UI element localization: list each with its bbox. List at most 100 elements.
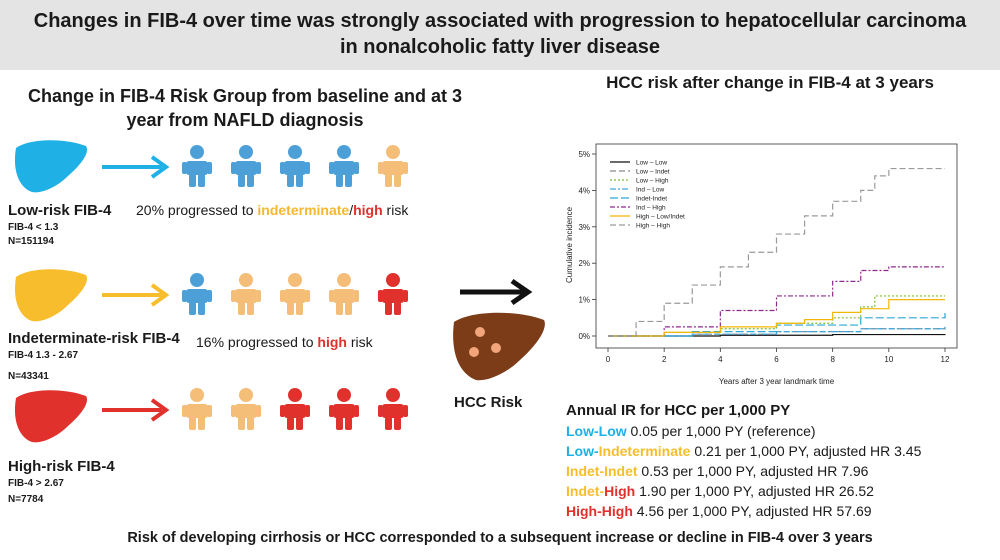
progress-low-high: high bbox=[353, 202, 383, 218]
group-n-low: N=151194 bbox=[8, 236, 54, 247]
km-chart-svg: 0% 1% 2% 3% 4% 5% 0 2 4 6 8 10 12 Years after 3 year … bbox=[565, 143, 958, 386]
y-tick-label: 5% bbox=[578, 150, 590, 159]
person-icon-blue bbox=[329, 144, 359, 188]
person-icon-yellow bbox=[378, 144, 408, 188]
progress-low-sep: / bbox=[349, 202, 354, 218]
series-line bbox=[608, 299, 945, 337]
header-title-line2: in nonalcoholic fatty liver disease bbox=[339, 36, 661, 58]
arrow-icon-indeterminate bbox=[102, 283, 170, 307]
x-tick-label: 0 bbox=[606, 355, 611, 364]
header-banner: Changes in FIB-4 over time was strongly … bbox=[0, 0, 1000, 70]
series-line bbox=[608, 167, 945, 337]
legend-label: Ind – Low bbox=[636, 187, 664, 194]
group-name-high: High-risk FIB-4 bbox=[8, 458, 115, 475]
ir-row: Low-Indeterminate 0.21 per 1,000 PY, adj… bbox=[566, 441, 996, 461]
ir-row-value: 0.53 per 1,000 PY, adjusted HR 7.96 bbox=[637, 463, 869, 479]
group-n-high: N=7784 bbox=[8, 494, 44, 505]
hcc-risk-label: HCC Risk bbox=[454, 394, 523, 411]
legend-label: Ind – High bbox=[636, 205, 666, 212]
legend-label: High – Low/Indet bbox=[636, 214, 685, 221]
hcc-liver-icon bbox=[453, 312, 545, 381]
legend-label: Low – Low bbox=[636, 160, 667, 167]
x-tick-label: 6 bbox=[774, 355, 779, 364]
y-tick-label: 0% bbox=[578, 332, 590, 341]
series-line bbox=[608, 333, 946, 337]
person-icon-red bbox=[378, 272, 408, 316]
ir-row-label: Low- bbox=[566, 443, 599, 459]
ir-row-value: 1.90 per 1,000 PY, adjusted HR 26.52 bbox=[635, 483, 874, 499]
legend-label: Low – Indet bbox=[636, 169, 670, 176]
ir-row-value: 4.56 per 1,000 PY, adjusted HR 57.69 bbox=[632, 503, 872, 519]
person-icon-yellow bbox=[231, 387, 261, 431]
ir-row: High-High 4.56 per 1,000 PY, adjusted HR… bbox=[566, 501, 996, 521]
progress-low-pre: 20% progressed to bbox=[136, 202, 258, 218]
person-icon-blue bbox=[182, 272, 212, 316]
group-range-high: FIB-4 > 2.67 bbox=[8, 478, 64, 489]
people-group-high bbox=[182, 387, 422, 431]
ir-row-label-2: Indeterminate bbox=[598, 443, 691, 459]
ir-row-value: 0.21 per 1,000 PY, adjusted HR 3.45 bbox=[690, 443, 922, 459]
legend-label: High – High bbox=[636, 223, 670, 230]
progress-ind-post: risk bbox=[346, 334, 373, 350]
person-icon-red bbox=[280, 387, 310, 431]
people-group-low bbox=[182, 144, 422, 188]
y-tick-label: 2% bbox=[578, 259, 590, 268]
group-range-low: FIB-4 < 1.3 bbox=[8, 222, 59, 233]
ir-row-label: Low-Low bbox=[566, 423, 627, 439]
y-tick-label: 1% bbox=[578, 296, 590, 305]
person-icon-yellow bbox=[280, 272, 310, 316]
ir-row-label: Indet-Indet bbox=[566, 463, 638, 479]
hcc-arrow-icon bbox=[460, 278, 533, 306]
x-tick-label: 12 bbox=[941, 355, 950, 364]
left-panel-title: Change in FIB-4 Risk Group from baseline… bbox=[0, 84, 490, 132]
chart-panel-title: HCC risk after change in FIB-4 at 3 year… bbox=[606, 73, 934, 92]
ir-rows: Low-Low 0.05 per 1,000 PY (reference) Low… bbox=[566, 421, 996, 521]
x-tick-label: 8 bbox=[830, 355, 835, 364]
arrow-icon-low bbox=[102, 155, 170, 179]
footer-conclusion: Risk of developing cirrhosis or HCC corr… bbox=[127, 530, 873, 546]
ir-row-label: Indet- bbox=[566, 483, 605, 499]
legend-label: Indet-Indet bbox=[636, 196, 667, 203]
progress-ind-pre: 16% progressed to bbox=[196, 334, 318, 350]
person-icon-yellow bbox=[182, 387, 212, 431]
y-axis-label: Cumulative incidence bbox=[565, 206, 574, 283]
people-group-indeterminate bbox=[182, 272, 422, 316]
liver-icon-low bbox=[14, 140, 88, 193]
group-name-indeterminate: Indeterminate-risk FIB-4 bbox=[8, 330, 180, 347]
header-title-line1: Changes in FIB-4 over time was strongly … bbox=[33, 10, 967, 32]
y-tick-label: 4% bbox=[578, 186, 590, 195]
ir-row-label-2: High bbox=[604, 483, 636, 499]
group-range-indeterminate: FIB-4 1.3 - 2.67 bbox=[8, 350, 79, 361]
x-tick-label: 4 bbox=[718, 355, 723, 364]
y-tick-label: 3% bbox=[578, 223, 590, 232]
progress-text-indeterminate: 16% progressed to high risk bbox=[196, 334, 373, 350]
ir-row: Low-Low 0.05 per 1,000 PY (reference) bbox=[566, 421, 996, 441]
ir-row: Indet-Indet 0.53 per 1,000 PY, adjusted … bbox=[566, 461, 996, 481]
person-icon-yellow bbox=[329, 272, 359, 316]
ir-row: Indet-High 1.90 per 1,000 PY, adjusted H… bbox=[566, 481, 996, 501]
ir-title: Annual IR for HCC per 1,000 PY bbox=[566, 402, 791, 419]
x-tick-label: 2 bbox=[662, 355, 667, 364]
left-title-line2: year from NAFLD diagnosis bbox=[126, 110, 364, 130]
ir-summary: Annual IR for HCC per 1,000 PY Low-Low 0… bbox=[566, 401, 996, 521]
liver-icon-indeterminate bbox=[14, 269, 88, 322]
person-icon-blue bbox=[182, 144, 212, 188]
person-icon-blue bbox=[280, 144, 310, 188]
progress-ind-high: high bbox=[317, 334, 347, 350]
arrow-icon-high bbox=[102, 398, 170, 422]
person-icon-red bbox=[329, 387, 359, 431]
person-icon-yellow bbox=[231, 272, 261, 316]
x-tick-label: 10 bbox=[884, 355, 893, 364]
progress-low-post: risk bbox=[382, 202, 409, 218]
person-icon-blue bbox=[231, 144, 261, 188]
progress-low-indeterminate: indeterminate bbox=[257, 202, 350, 218]
ir-row-label: High-High bbox=[566, 503, 633, 519]
x-axis-label: Years after 3 year landmark time bbox=[719, 377, 835, 386]
left-title-line1: Change in FIB-4 Risk Group from baseline… bbox=[27, 86, 463, 106]
km-chart: 0% 1% 2% 3% 4% 5% 0 2 4 6 8 10 12 Years after 3 year … bbox=[560, 106, 980, 396]
legend-label: Low – High bbox=[636, 178, 669, 185]
group-name-low: Low-risk FIB-4 bbox=[8, 202, 112, 219]
progress-text-low: 20% progressed to indeterminate/high ris… bbox=[136, 202, 408, 218]
person-icon-red bbox=[378, 387, 408, 431]
liver-icon-high bbox=[14, 390, 88, 443]
